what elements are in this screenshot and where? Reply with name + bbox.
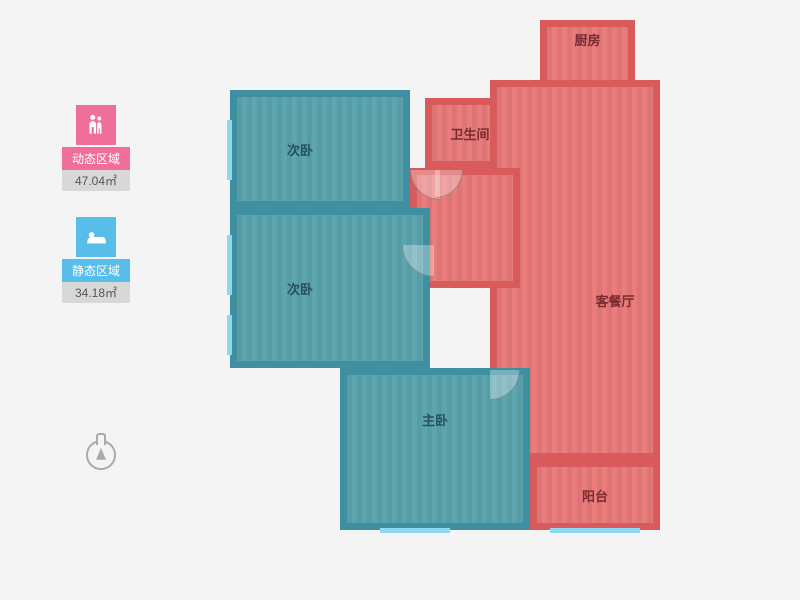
sleep-icon [76,217,116,257]
legend-dynamic-label: 动态区域 [62,147,130,170]
legend-static-value: 34.18㎡ [62,282,130,303]
window-marker [227,315,232,355]
window-marker [380,528,450,533]
compass-icon [86,440,116,470]
legend-dynamic: 动态区域 47.04㎡ [62,105,130,191]
legend-dynamic-value: 47.04㎡ [62,170,130,191]
room-label: 阳台 [582,486,608,505]
window-marker [227,120,232,180]
room-label: 客餐厅 [595,291,634,310]
room-label: 次卧 [287,279,313,298]
legend-static-label: 静态区域 [62,259,130,282]
room-label: 次卧 [287,140,313,159]
room-bed2a: 次卧 [230,90,410,208]
legend: 动态区域 47.04㎡ 静态区域 34.18㎡ [62,105,130,329]
people-icon [76,105,116,145]
room-bed2b: 次卧 [230,208,430,368]
room-label: 卫生间 [450,124,489,143]
room-balcony: 阳台 [530,460,660,530]
window-marker [550,528,640,533]
legend-static: 静态区域 34.18㎡ [62,217,130,303]
window-marker [227,235,232,295]
room-label: 厨房 [574,30,600,49]
room-label: 主卧 [422,410,448,429]
floor-plan: 厨房卫生间客餐厅阳台次卧次卧主卧 [230,20,670,560]
